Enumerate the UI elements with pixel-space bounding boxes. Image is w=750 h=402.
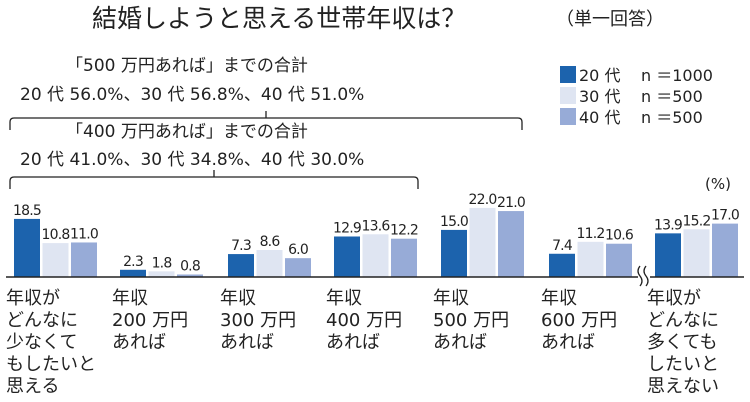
category-label: もしたいと <box>6 354 96 375</box>
annotation-bracket <box>9 170 419 189</box>
category-label: あれば <box>433 332 487 353</box>
category-label: あれば <box>220 332 274 353</box>
data-label: 7.4 <box>552 238 573 254</box>
category-label: 少なくて <box>6 332 77 353</box>
data-label: 1.8 <box>152 255 172 271</box>
category-label: 年収 <box>326 288 362 309</box>
bar-3-7 <box>712 223 738 277</box>
bar-2-2 <box>148 271 175 277</box>
data-label: 8.6 <box>260 234 281 250</box>
legend-n: n ＝1000 <box>641 66 713 85</box>
data-label: 22.0 <box>469 192 497 208</box>
legend-label: 30 代 <box>579 87 620 106</box>
data-label: 18.5 <box>13 203 41 219</box>
category-label: 400 万円 <box>326 310 402 331</box>
bar-3-5 <box>498 211 524 277</box>
bar-1-3 <box>228 254 254 277</box>
bar-3-1 <box>71 242 97 277</box>
category-label: あれば <box>541 332 595 353</box>
category-label: どんなに <box>647 310 719 331</box>
annotation-text: 20 代 41.0%、30 代 34.8%、40 代 30.0% <box>20 150 364 170</box>
category-label: 年収が <box>6 288 60 309</box>
legend-n: n ＝500 <box>641 87 703 106</box>
category-label: 多くても <box>647 332 718 353</box>
bar-2-4 <box>362 234 389 277</box>
chart-subtitle: （単一回答） <box>556 9 664 30</box>
data-label: 13.9 <box>654 217 682 233</box>
data-label: 6.0 <box>288 242 308 258</box>
category-label: 年収 <box>220 288 256 309</box>
legend-n: n ＝500 <box>641 108 703 127</box>
data-label: 2.3 <box>123 254 143 270</box>
category-label: 年収が <box>647 288 701 309</box>
chart-title: 結婚しようと思える世帯年収は？ <box>92 4 466 33</box>
legend-swatch <box>560 66 576 83</box>
data-label: 7.3 <box>231 238 251 254</box>
category-label: 200 万円 <box>112 310 188 331</box>
category-label: あれば <box>112 332 166 353</box>
category-label: 年収 <box>541 288 577 309</box>
category-label: 300 万円 <box>220 310 296 331</box>
category-label: 500 万円 <box>433 310 509 331</box>
bar-3-6 <box>606 243 632 277</box>
category-label: 思える <box>6 376 59 397</box>
unit-label: (%) <box>705 175 731 193</box>
data-label: 11.2 <box>577 226 605 242</box>
category-label: したいと <box>647 354 719 375</box>
annotation-title: 「400 万円あれば」までの合計 <box>66 122 308 142</box>
legend-swatch <box>560 87 576 104</box>
bar-2-1 <box>42 243 69 277</box>
category-label: 年収 <box>112 288 148 309</box>
data-label: 10.8 <box>42 227 70 243</box>
annotation-bracket <box>9 111 523 130</box>
data-label: 12.9 <box>333 220 361 236</box>
bar-1-1 <box>14 218 40 277</box>
bar-1-2 <box>120 269 146 277</box>
data-label: 11.0 <box>70 226 98 242</box>
data-label: 21.0 <box>497 195 525 211</box>
bar-1-4 <box>334 236 360 277</box>
axis-break-mark <box>637 265 649 287</box>
data-label: 15.0 <box>440 214 468 230</box>
legend-swatch <box>560 108 576 125</box>
bar-3-2 <box>177 274 203 277</box>
bar-1-5 <box>441 229 467 277</box>
bar-3-4 <box>391 238 417 277</box>
category-label: どんなに <box>6 310 78 331</box>
bar-2-6 <box>577 241 604 277</box>
bar-3-3 <box>285 258 311 277</box>
data-label: 15.2 <box>683 213 711 229</box>
data-label: 17.0 <box>711 208 739 224</box>
bar-1-6 <box>549 253 575 277</box>
category-label: あれば <box>326 332 380 353</box>
bar-1-7 <box>655 233 681 277</box>
category-label: 年収 <box>433 288 469 309</box>
legend-label: 20 代 <box>579 66 620 85</box>
bar-2-5 <box>469 207 496 277</box>
bar-2-3 <box>256 249 283 277</box>
category-label: 600 万円 <box>541 310 617 331</box>
data-label: 13.6 <box>362 218 391 234</box>
data-label: 0.8 <box>180 258 200 274</box>
category-label: 思えない <box>647 376 719 397</box>
data-label: 12.2 <box>390 223 418 239</box>
annotation-title: 「500 万円あれば」までの合計 <box>66 56 308 76</box>
legend-label: 40 代 <box>579 108 620 127</box>
bar-2-7 <box>683 229 710 277</box>
annotation-text: 20 代 56.0%、30 代 56.8%、40 代 51.0% <box>20 85 364 105</box>
data-label: 10.6 <box>605 228 634 244</box>
